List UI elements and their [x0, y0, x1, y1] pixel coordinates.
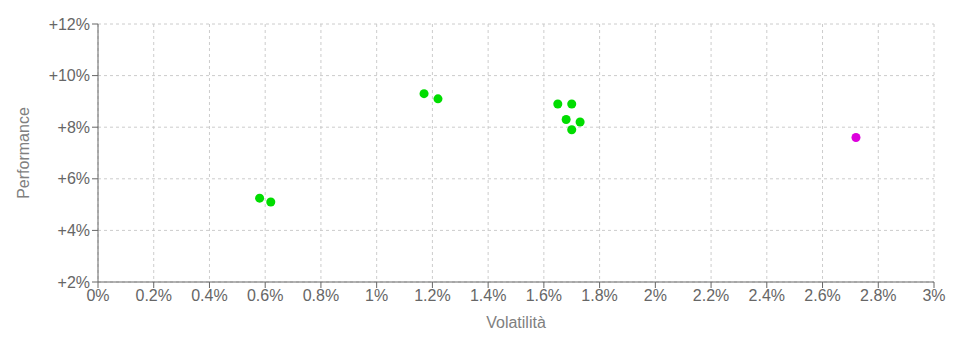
- svg-text:2%: 2%: [644, 287, 667, 304]
- svg-text:0.8%: 0.8%: [303, 287, 339, 304]
- svg-text:1.2%: 1.2%: [414, 287, 450, 304]
- svg-text:+8%: +8%: [58, 119, 90, 136]
- svg-text:+6%: +6%: [58, 170, 90, 187]
- svg-text:+12%: +12%: [49, 16, 90, 33]
- svg-text:3%: 3%: [922, 287, 945, 304]
- svg-text:0.2%: 0.2%: [135, 287, 171, 304]
- svg-text:1.4%: 1.4%: [470, 287, 506, 304]
- svg-text:+2%: +2%: [58, 274, 90, 291]
- svg-text:0%: 0%: [86, 287, 110, 305]
- svg-text:1.6%: 1.6%: [526, 287, 562, 304]
- svg-text:0.4%: 0.4%: [191, 287, 227, 304]
- svg-text:Performance: Performance: [15, 107, 32, 199]
- svg-text:2.6%: 2.6%: [804, 287, 840, 304]
- svg-text:+4%: +4%: [58, 222, 90, 239]
- svg-text:Volatilità: Volatilità: [486, 314, 546, 331]
- svg-text:0.6%: 0.6%: [247, 287, 283, 304]
- svg-text:1%: 1%: [365, 287, 388, 304]
- svg-text:2.8%: 2.8%: [860, 287, 896, 304]
- svg-text:2.2%: 2.2%: [693, 287, 729, 304]
- svg-text:2.4%: 2.4%: [749, 287, 785, 304]
- svg-text:1.8%: 1.8%: [581, 287, 617, 304]
- svg-text:+10%: +10%: [49, 67, 90, 84]
